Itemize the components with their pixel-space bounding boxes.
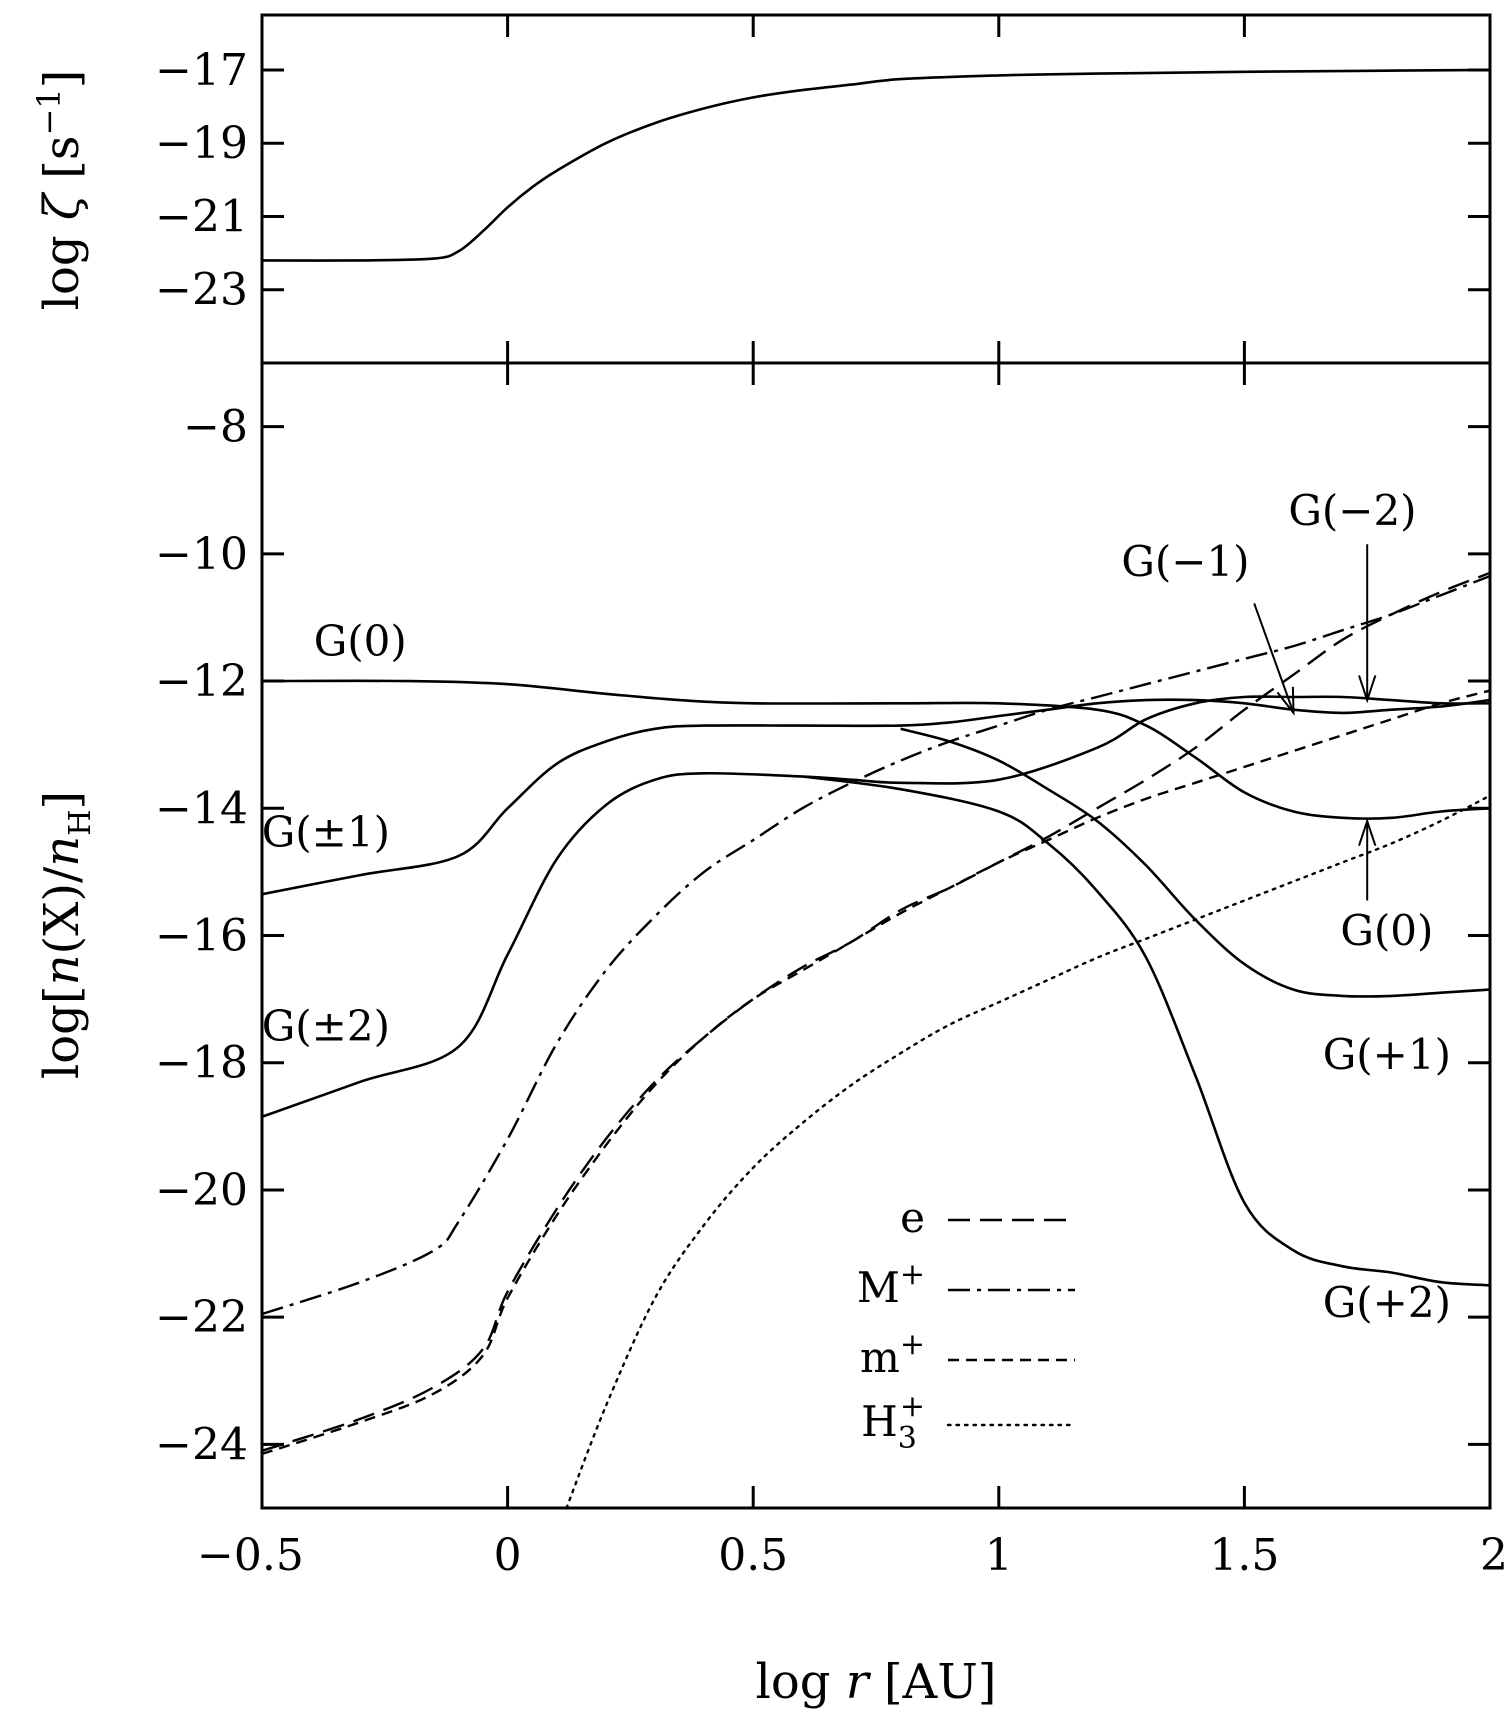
series-G(0) [262, 679, 1490, 820]
curve-label-g0_right: G(0) [1340, 906, 1433, 955]
curve-label-gpm1: G(±1) [262, 807, 390, 856]
x-tick-label: 2 [1480, 1530, 1508, 1581]
x-tick-label: 0.5 [718, 1530, 788, 1581]
y-tick-label: −24 [155, 1419, 248, 1470]
y-tick-label: −12 [155, 656, 248, 707]
top-y-tick-label: −23 [155, 265, 248, 316]
top-y-tick-label: −21 [155, 191, 248, 242]
annotation-arrow [1253, 603, 1295, 714]
legend-label-m: m+ [860, 1327, 925, 1382]
legend-label-H3: H3+ [861, 1389, 925, 1456]
top-y-tick-label: −19 [155, 118, 248, 169]
x-tick-label: −0.5 [197, 1530, 304, 1581]
y-tick-label: −18 [155, 1038, 248, 1089]
series-G(+2) [802, 775, 1490, 1287]
top-ticks: −17 −19 −21 −23 [155, 15, 1492, 363]
curve-label-g0_left: G(0) [314, 617, 407, 666]
legend-label-M: M+ [857, 1257, 925, 1312]
series-G(±2) [262, 695, 1490, 1119]
y-tick-label: −16 [155, 911, 248, 962]
y-tick-label: −14 [155, 783, 248, 834]
curve-label-gp1: G(+1) [1323, 1030, 1451, 1079]
annotation-arrowhead [1358, 817, 1377, 846]
top-panel: −17−19−21−23 log ζ [s−1] [30, 13, 1492, 365]
series-H3+ [565, 794, 1490, 1508]
series-M+ [262, 574, 1490, 1316]
y-tick-label: −20 [155, 1165, 248, 1216]
annotation-arrowhead [1276, 686, 1295, 716]
bottom-ticks: −8 −10 −12 −14 −16 −18 −20 −22 −24 −0.5 0 0.5 1 1.5 2 [155, 363, 1508, 1581]
curve-label-gp2: G(+2) [1323, 1278, 1451, 1327]
x-tick-label: 1 [985, 1530, 1013, 1581]
bottom-panel-frame [260, 361, 1492, 1510]
y-tick-label: −8 [183, 402, 248, 453]
curve-label-gm2: G(−2) [1288, 486, 1416, 535]
x-tick-label: 1.5 [1209, 1530, 1279, 1581]
curve-label-gm1: G(−1) [1121, 537, 1249, 586]
curve-labels: G(0) G(±1) G(±2) G(−1) G(−2) G(0) G(+1) G(+2) [262, 486, 1451, 1327]
series-G(±1) [262, 698, 1490, 896]
series-m+ [262, 689, 1490, 1456]
series-zeta [262, 68, 1490, 262]
top-curves [262, 68, 1490, 262]
y-tick-label: −10 [155, 529, 248, 580]
x-tick-label: 0 [494, 1530, 522, 1581]
annotation-arrowhead [1358, 675, 1377, 704]
bottom-y-axis-label: log[n(X)/nH] [34, 791, 98, 1079]
y-tick-label: −22 [155, 1292, 248, 1343]
legend: e M+ m+ H3+ [857, 1193, 1077, 1456]
x-axis-label: log r [AU] [755, 1654, 996, 1710]
bottom-panel: −8−10−12−14−16−18−20−22−24−0.5 0 0.5 1 1.5 2 … [34, 361, 1508, 1710]
legend-label-e: e [900, 1193, 925, 1242]
bottom-curves [262, 571, 1490, 1508]
top-y-tick-label: −17 [155, 45, 248, 96]
curve-label-gpm2: G(±2) [262, 1001, 390, 1050]
annotation-arrows [1253, 544, 1377, 901]
